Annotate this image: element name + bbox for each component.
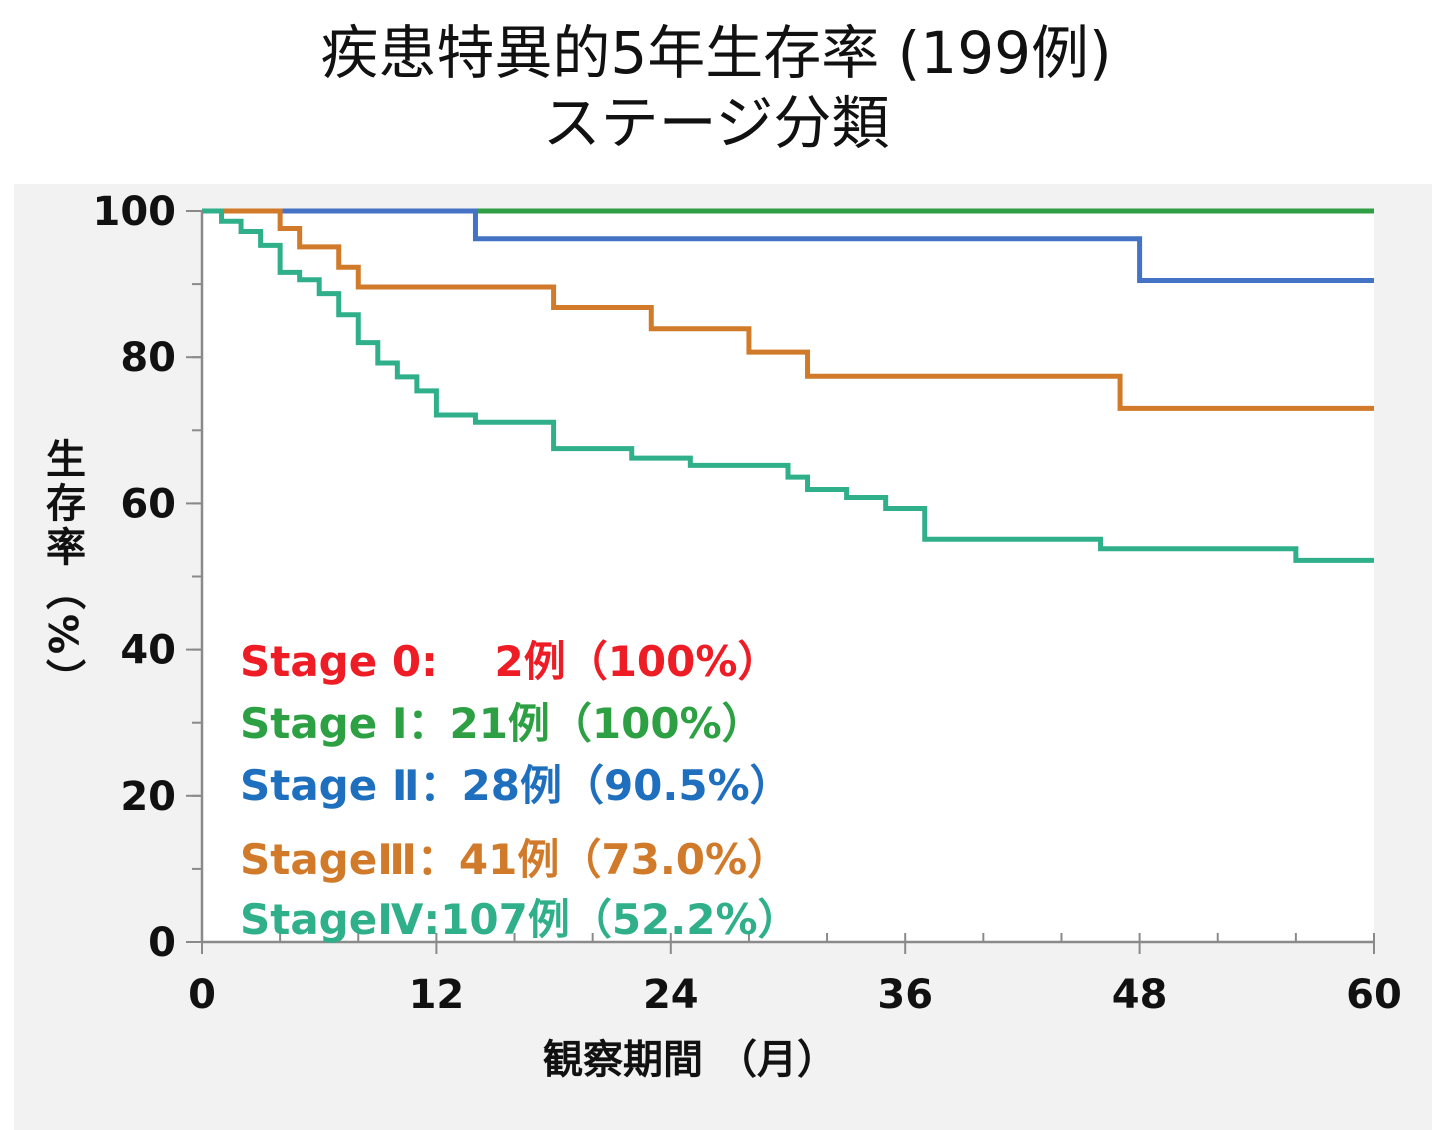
survival-curve-2 xyxy=(202,208,1374,411)
x-tick-label: 12 xyxy=(409,972,465,1018)
chart-title: 疾患特異的5年生存率 (199例) xyxy=(320,19,1112,87)
x-tick-label: 60 xyxy=(1346,972,1402,1018)
y-tick-label: 80 xyxy=(120,335,176,381)
y-tick-label: 20 xyxy=(120,774,176,820)
chart-subtitle: ステージ分類 xyxy=(542,89,890,157)
legend-entry: Stage 0: 2例（100%） xyxy=(240,637,779,686)
x-tick-label: 24 xyxy=(643,972,699,1018)
legend-entry: Stage Ⅰ：21例（100%） xyxy=(240,699,764,748)
x-tick-label: 48 xyxy=(1112,972,1168,1018)
y-tick-label: 40 xyxy=(120,628,176,674)
x-tick-label: 36 xyxy=(877,972,933,1018)
plot-area xyxy=(202,211,1374,942)
survival-curve-3 xyxy=(202,208,1374,563)
legend-entry: StageⅢ：41例（73.0%） xyxy=(240,835,789,884)
y-tick-label: 100 xyxy=(93,189,177,235)
x-axis-title: 観察期間 （月） xyxy=(543,1037,837,1083)
y-tick-label: 60 xyxy=(120,481,176,527)
y-axis-title: 生存率（%） xyxy=(39,438,86,702)
legend-entry: Stage Ⅱ：28例（90.5%） xyxy=(240,761,792,810)
legend-entry: StageⅣ:107例（52.2%） xyxy=(240,895,800,944)
chart-title-block: 疾患特異的5年生存率 (199例) ステージ分類 xyxy=(0,18,1432,158)
survival-curve-1 xyxy=(202,208,1374,283)
x-tick-label: 0 xyxy=(188,972,216,1018)
y-tick-label: 0 xyxy=(148,920,176,966)
